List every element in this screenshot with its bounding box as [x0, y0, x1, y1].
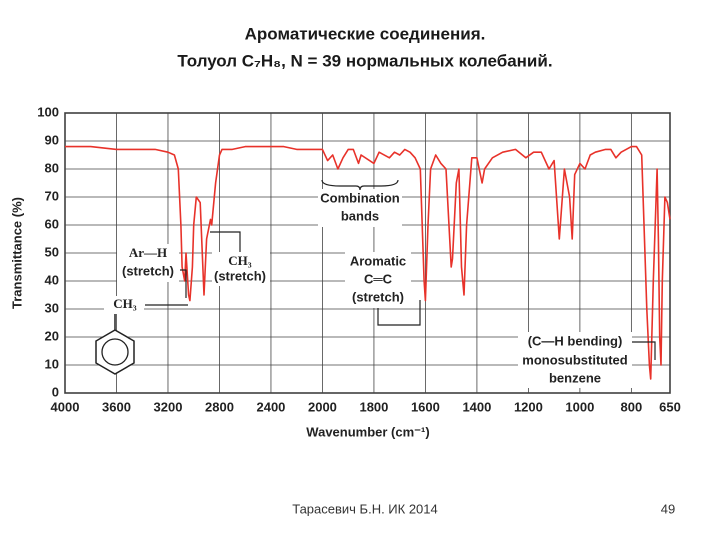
y-tick-label: 100	[37, 104, 59, 119]
y-tick-label: 90	[45, 132, 59, 147]
connector	[180, 269, 187, 298]
y-tick-label: 70	[45, 188, 59, 203]
y-tick-label: 40	[45, 272, 59, 287]
connector	[210, 231, 241, 252]
x-tick-label: 1400	[462, 399, 491, 414]
x-tick-label: 2400	[256, 399, 285, 414]
x-tick-label: 3600	[102, 399, 131, 414]
x-tick-label: 1800	[359, 399, 388, 414]
title-line: Толуол C₇H₈, N = 39 нормальных колебаний…	[177, 51, 552, 70]
y-tick-label: 20	[45, 328, 59, 343]
connector	[632, 341, 656, 360]
x-tick-label: 1600	[411, 399, 440, 414]
x-tick-label: 650	[659, 399, 681, 414]
label-bg	[318, 189, 402, 227]
annotation: Aromatic	[350, 253, 406, 268]
annotation: Ar—H	[129, 245, 167, 260]
x-tick-label: 1200	[514, 399, 543, 414]
y-tick-label: 80	[45, 160, 59, 175]
label-bg	[518, 332, 632, 388]
label-bg	[104, 296, 144, 314]
annotation: benzene	[549, 370, 601, 385]
annotation: monosubstituted	[522, 352, 627, 367]
y-axis-label: Transmittance (%)	[9, 197, 24, 309]
title-line: Ароматические соединения.	[245, 24, 486, 43]
annotation: Combination	[320, 190, 399, 205]
footer-author: Тарасевич Б.Н. ИК 2014	[292, 501, 438, 516]
benzene-ring	[95, 314, 135, 375]
annotations: Combination bands Ar—H (stretch) CH₃ (st…	[95, 179, 656, 388]
annotation: CH₃	[113, 296, 137, 311]
y-tick-label: 50	[45, 244, 59, 259]
bracket	[321, 179, 399, 191]
y-tick-label: 0	[52, 384, 59, 399]
x-axis-label: Wavenumber (cm⁻¹)	[306, 424, 429, 439]
label-bg	[345, 252, 411, 308]
annotation: CH₃	[228, 253, 252, 268]
annotation: C═C	[364, 271, 393, 286]
x-tick-label: 2800	[205, 399, 234, 414]
annotation: (stretch)	[352, 289, 404, 304]
spectrum-line	[65, 145, 671, 380]
y-tick-label: 30	[45, 300, 59, 315]
annotation: (C—H bending)	[528, 333, 623, 348]
x-tick-label: 2000	[308, 399, 337, 414]
connector	[377, 300, 421, 326]
annotation: (stretch)	[122, 263, 174, 278]
x-tick-label: 4000	[51, 399, 80, 414]
page-number: 49	[661, 501, 675, 516]
y-tick-label: 60	[45, 216, 59, 231]
label-bg	[212, 252, 270, 286]
x-tick-label: 3200	[154, 399, 183, 414]
x-tick-label: 800	[621, 399, 643, 414]
label-bg	[117, 244, 179, 282]
annotation: bands	[341, 208, 379, 223]
annotation: (stretch)	[214, 268, 266, 283]
y-tick-label: 10	[45, 356, 59, 371]
x-tick-label: 1000	[565, 399, 594, 414]
